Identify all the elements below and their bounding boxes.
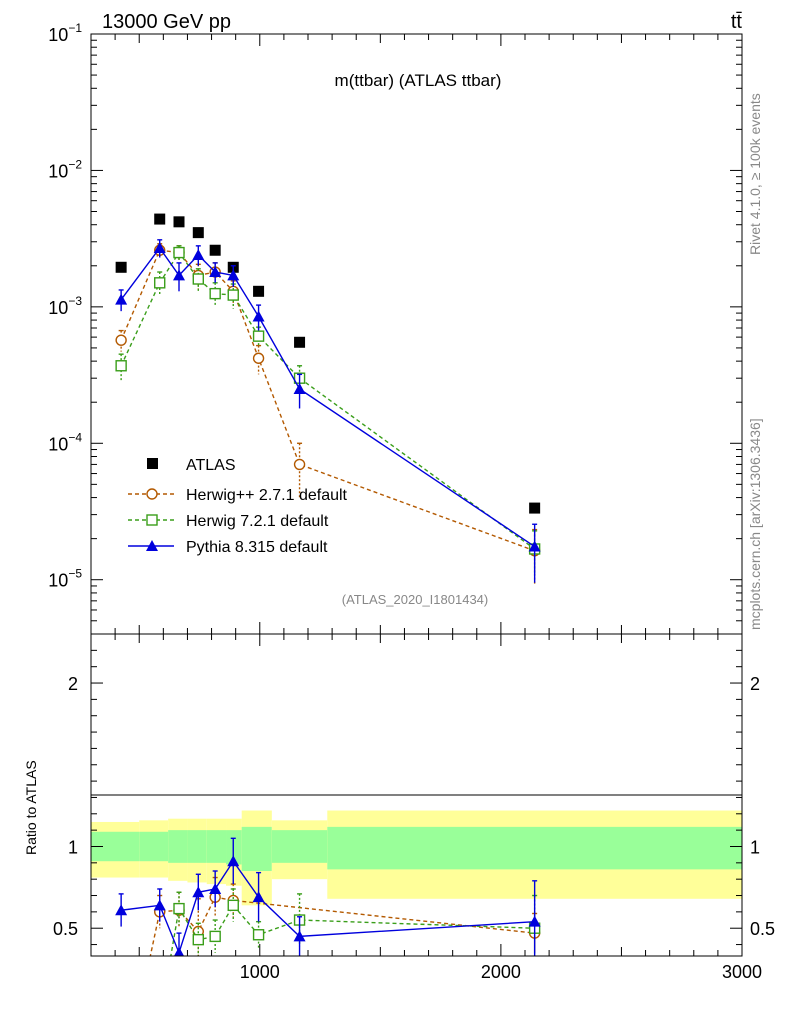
tick-base: 10	[48, 25, 68, 45]
upper-point-herwig7	[209, 287, 221, 300]
lower-series-clipped	[115, 837, 541, 956]
lower-point-pythia	[209, 882, 222, 894]
legend-marker-atlas	[147, 458, 158, 469]
lower-point-herwig7	[173, 902, 185, 915]
upper-point-atlas	[209, 244, 221, 256]
upper-point-atlas	[173, 216, 185, 228]
tick-exponent: −2	[68, 157, 82, 171]
xtick-label: 1000	[240, 962, 280, 982]
tick-base: 10	[48, 434, 68, 454]
legend-label-pythia: Pythia 8.315 default	[186, 539, 328, 556]
upper-point-pythia	[209, 266, 222, 278]
legend: ATLAS Herwig++ 2.7.1 default Herwig 7.2.…	[128, 457, 348, 556]
tick-base: 10	[48, 298, 68, 318]
upper-series-layer	[115, 213, 541, 585]
upper-point-atlas	[294, 336, 306, 348]
mcplots-label: mcplots.cern.ch [arXiv:1306.3436]	[747, 418, 763, 630]
legend-label-herwig7: Herwig 7.2.1 default	[186, 513, 329, 530]
lower-point-pythia	[528, 915, 541, 927]
tick-exponent: −1	[68, 21, 82, 35]
tick-exponent: −4	[68, 430, 82, 444]
upper-point-herwig7	[227, 289, 239, 301]
upper-point-pythia	[293, 382, 306, 394]
upper-point-atlas	[253, 285, 265, 297]
rivet-version-label: Rivet 4.1.0, ≥ 100k events	[747, 93, 763, 255]
upper-point-pythia	[192, 248, 205, 260]
lower-axis-ticks: 0.5 0.5 1 1 2 2 1000 2000 3000	[53, 633, 775, 982]
lower-point-herwig7	[227, 899, 239, 912]
legend-marker-herwig7	[146, 514, 158, 526]
upper-point-herwigpp	[252, 352, 265, 364]
lower-ytick-label-left: 2	[68, 674, 78, 694]
process-label: tt̄	[731, 11, 743, 33]
lower-point-pythia	[293, 930, 306, 942]
ratio-uncertainty-bands	[91, 810, 742, 906]
lower-point-herwig7	[209, 930, 221, 943]
upper-point-herwig7	[173, 246, 185, 259]
upper-ytick-label: 10−1	[48, 21, 82, 45]
xtick-label: 2000	[481, 962, 521, 982]
upper-point-pythia	[227, 269, 240, 281]
ratio-band-inner	[168, 830, 188, 863]
lower-point-herwig7	[192, 933, 204, 946]
ratio-ylabel: Ratio to ATLAS	[23, 760, 39, 855]
lower-ytick-label-left: 1	[68, 837, 78, 857]
upper-point-pythia	[528, 540, 541, 552]
lower-panel: 0.5 0.5 1 1 2 2 1000 2000 3000 Ratio to ATLAS	[23, 633, 775, 982]
upper-point-herwig7	[154, 277, 166, 289]
upper-ytick-label: 10−2	[48, 157, 82, 181]
ratio-band-inner	[187, 830, 207, 863]
lower-point-pythia	[115, 904, 128, 916]
upper-axis-ticks: 10−110−210−310−410−5	[48, 21, 743, 635]
energy-label: 13000 GeV pp	[102, 11, 231, 33]
lower-ytick-label-right: 0.5	[750, 919, 775, 939]
lower-point-herwig7	[252, 929, 265, 941]
ratio-band-inner	[241, 826, 272, 872]
tick-base: 10	[48, 161, 68, 181]
ratio-band-inner	[206, 830, 227, 863]
upper-ytick-label: 10−3	[48, 294, 82, 318]
lower-series-layer	[115, 837, 541, 956]
lower-point-pythia	[192, 886, 205, 898]
upper-point-atlas	[115, 261, 127, 273]
lower-ytick-label-left: 0.5	[53, 919, 78, 939]
upper-point-herwigpp	[293, 458, 306, 471]
tick-exponent: −3	[68, 294, 82, 308]
lower-point-pythia	[153, 899, 166, 911]
upper-point-pythia	[173, 269, 186, 281]
legend-marker-herwigpp	[146, 488, 158, 500]
ratio-band-inner	[139, 831, 169, 862]
upper-ytick-label: 10−5	[48, 567, 82, 591]
upper-point-pythia	[115, 293, 128, 305]
chart-title: m(ttbar) (ATLAS ttbar)	[335, 71, 502, 90]
tick-exponent: −5	[68, 567, 82, 581]
legend-marker-pythia	[146, 540, 158, 551]
upper-point-pythia	[153, 242, 166, 254]
upper-point-herwig7	[115, 360, 127, 372]
ratio-band-inner	[271, 830, 328, 863]
upper-ytick-label: 10−4	[48, 430, 82, 454]
upper-point-herwig7	[252, 330, 265, 342]
lower-ytick-label-right: 1	[750, 837, 760, 857]
upper-point-atlas	[154, 213, 166, 225]
upper-point-herwig7	[192, 273, 204, 285]
lower-point-pythia	[252, 891, 265, 903]
upper-point-atlas	[192, 227, 204, 239]
lower-line-herwig7	[170, 904, 535, 956]
tick-base: 10	[48, 571, 68, 591]
lower-ytick-label-right: 2	[750, 674, 760, 694]
xtick-label: 3000	[722, 962, 762, 982]
legend-label-herwigpp: Herwig++ 2.7.1 default	[186, 487, 348, 504]
upper-point-atlas	[529, 502, 541, 514]
lower-point-pythia	[173, 946, 185, 956]
ratio-band-inner	[327, 826, 742, 870]
analysis-label: (ATLAS_2020_I1801434)	[342, 592, 488, 607]
lower-frame	[90, 633, 743, 957]
upper-panel: 10−110−210−310−410−5 m(ttbar) (ATLAS ttb…	[48, 21, 743, 635]
lower-point-pythia	[227, 855, 240, 867]
upper-point-pythia	[252, 310, 265, 322]
upper-point-herwigpp	[115, 334, 127, 346]
legend-label-atlas: ATLAS	[186, 457, 236, 474]
